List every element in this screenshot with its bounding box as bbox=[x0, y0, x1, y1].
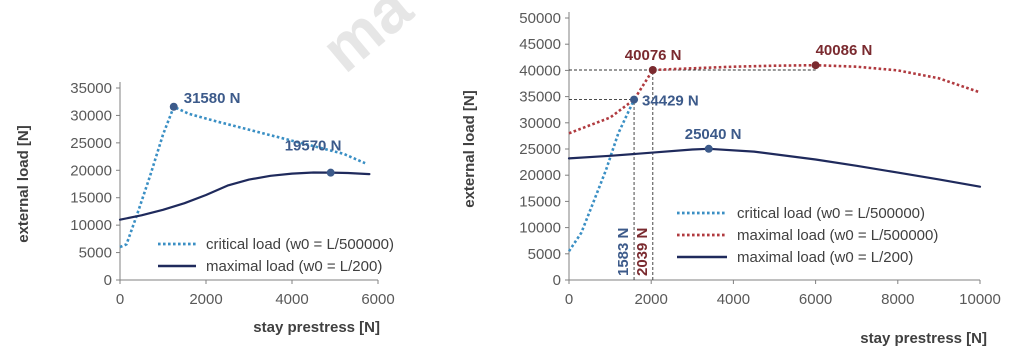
legend-label: critical load (w0 = L/500000) bbox=[206, 236, 394, 253]
legend-label: maximal load (w0 = L/200) bbox=[206, 258, 382, 275]
series-line-3 bbox=[567, 147, 982, 188]
data-annotation: 34429 N bbox=[642, 93, 699, 110]
data-annotation: 40086 N bbox=[816, 42, 873, 59]
y-tick-label: 40000 bbox=[519, 62, 561, 79]
x-tick-label: 4000 bbox=[717, 291, 750, 308]
y-tick-label: 5000 bbox=[79, 245, 112, 262]
data-annotation: 25040 N bbox=[685, 126, 742, 143]
watermark: ma bbox=[308, 0, 425, 86]
data-point-marker bbox=[704, 144, 713, 153]
y-tick-label: 5000 bbox=[528, 246, 561, 263]
y-tick-label: 30000 bbox=[519, 115, 561, 132]
y-tick-label: 35000 bbox=[70, 80, 112, 97]
y-tick-label: 10000 bbox=[519, 220, 561, 237]
y-tick-label: 15000 bbox=[70, 190, 112, 207]
x-axis-title: stay prestress [N] bbox=[253, 319, 380, 336]
y-tick-label: 0 bbox=[104, 272, 112, 289]
legend-label: maximal load (w0 = L/200) bbox=[737, 249, 913, 266]
vertical-annotation: 1583 N bbox=[615, 228, 632, 276]
right-chart: 0500010000150002000025000300003500040000… bbox=[461, 10, 1001, 347]
legend-label: maximal load (w0 = L/500000) bbox=[737, 227, 938, 244]
x-axis-title: stay prestress [N] bbox=[860, 330, 987, 347]
x-tick-label: 0 bbox=[116, 291, 124, 308]
left-chart: 0 5000 10000 15000 20000 25000 30000 35000 0 2000… bbox=[15, 80, 395, 336]
x-tick-label: 6000 bbox=[799, 291, 832, 308]
series-line-2 bbox=[118, 171, 371, 221]
y-tick-label: 25000 bbox=[70, 135, 112, 152]
series-line-1 bbox=[119, 105, 366, 249]
x-tick-label: 8000 bbox=[881, 291, 914, 308]
data-annotation: 40076 N bbox=[625, 47, 682, 64]
data-point-marker bbox=[648, 66, 657, 75]
y-tick-label: 35000 bbox=[519, 89, 561, 106]
y-tick-label: 45000 bbox=[519, 36, 561, 53]
y-tick-label: 25000 bbox=[519, 141, 561, 158]
data-point-marker bbox=[630, 95, 639, 104]
x-tick-label: 10000 bbox=[959, 291, 1001, 308]
y-axis-title: external load [N] bbox=[15, 125, 32, 243]
y-tick-label: 0 bbox=[553, 272, 561, 289]
y-tick-label: 20000 bbox=[70, 162, 112, 179]
y-axis-title: external load [N] bbox=[461, 90, 478, 208]
x-tick-label: 0 bbox=[565, 291, 573, 308]
legend-label: critical load (w0 = L/500000) bbox=[737, 205, 925, 222]
data-point-marker bbox=[169, 102, 178, 111]
y-tick-label: 15000 bbox=[519, 193, 561, 210]
data-point-marker bbox=[811, 61, 820, 70]
y-tick-label: 50000 bbox=[519, 10, 561, 27]
vertical-annotation: 2039 N bbox=[634, 228, 651, 276]
y-tick-label: 30000 bbox=[70, 107, 112, 124]
y-tick-label: 20000 bbox=[519, 167, 561, 184]
data-annotation: 31580 N bbox=[184, 90, 241, 107]
data-point-marker bbox=[326, 168, 335, 177]
x-tick-label: 2000 bbox=[635, 291, 668, 308]
y-tick-label: 10000 bbox=[70, 217, 112, 234]
x-tick-label: 4000 bbox=[275, 291, 308, 308]
x-tick-label: 6000 bbox=[361, 291, 394, 308]
x-tick-label: 2000 bbox=[189, 291, 222, 308]
data-annotation: 19570 N bbox=[285, 138, 342, 155]
